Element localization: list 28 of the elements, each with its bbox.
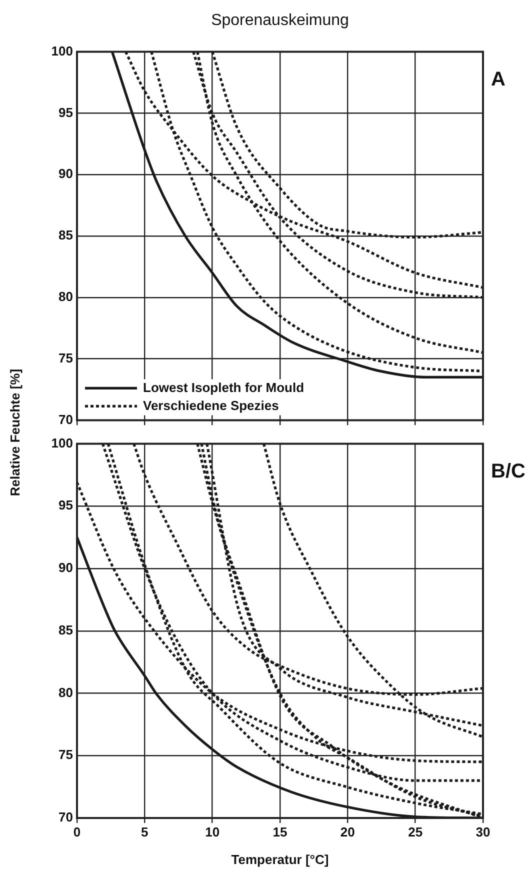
y-tick-label: 100	[51, 43, 73, 58]
x-tick-label: 30	[476, 824, 490, 840]
y-tick-label: 85	[58, 622, 73, 638]
x-tick-label: 10	[205, 824, 220, 840]
text: A	[491, 68, 506, 90]
y-tick-label: 90	[58, 166, 73, 182]
y-tick-label: 85	[58, 228, 73, 243]
x-tick-label: 20	[340, 824, 355, 840]
y-tick-label: 90	[58, 560, 73, 576]
legend-label: Lowest Isopleth for Mould	[143, 380, 304, 395]
x-axis-title: Temperatur [°C]	[231, 852, 329, 867]
x-tick-label: 0	[73, 824, 81, 840]
y-tick-label: 95	[58, 104, 73, 120]
x-tick-label: 25	[408, 824, 423, 840]
y-tick-label: 100	[51, 435, 73, 450]
y-tick-label: 80	[58, 288, 73, 304]
y-tick-label: 95	[58, 498, 73, 513]
x-tick-label: 5	[141, 824, 148, 840]
y-axis-title: Relative Feuchte [%]	[8, 368, 22, 498]
y-tick-label: 75	[58, 350, 73, 366]
x-tick-label: 15	[272, 824, 288, 840]
legend-label: Verschiedene Spezies	[143, 398, 279, 413]
y-tick-label: 80	[58, 684, 73, 700]
y-tick-label: 75	[58, 747, 73, 762]
y-tick-label: 70	[58, 412, 73, 427]
y-tick-label: 70	[58, 810, 73, 825]
text: B/C	[491, 460, 526, 482]
chart-title: Sporenauskeimung	[210, 12, 350, 30]
